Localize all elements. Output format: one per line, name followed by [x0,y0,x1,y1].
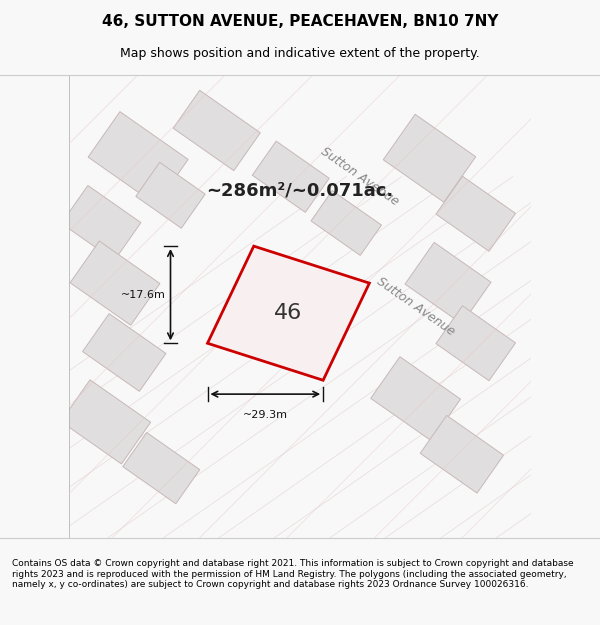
Text: Sutton Avenue: Sutton Avenue [374,274,457,338]
Text: ~17.6m: ~17.6m [121,290,166,299]
Polygon shape [436,176,515,251]
Polygon shape [70,241,160,325]
Polygon shape [136,162,205,228]
Polygon shape [61,186,141,261]
Polygon shape [405,242,491,324]
Polygon shape [252,141,329,212]
Polygon shape [436,306,515,381]
Polygon shape [173,91,260,171]
Polygon shape [88,112,188,205]
Text: Sutton Avenue: Sutton Avenue [319,145,401,209]
Polygon shape [83,314,166,391]
Polygon shape [371,357,461,441]
Polygon shape [311,191,382,256]
Text: Map shows position and indicative extent of the property.: Map shows position and indicative extent… [120,48,480,61]
Text: ~286m²/~0.071ac.: ~286m²/~0.071ac. [206,182,394,199]
Text: 46: 46 [274,303,302,323]
Polygon shape [61,380,151,464]
Polygon shape [383,114,476,202]
Polygon shape [208,246,370,380]
Polygon shape [123,432,200,504]
Text: 46, SUTTON AVENUE, PEACEHAVEN, BN10 7NY: 46, SUTTON AVENUE, PEACEHAVEN, BN10 7NY [102,14,498,29]
Polygon shape [420,416,503,493]
Text: ~29.3m: ~29.3m [243,410,288,420]
Text: Contains OS data © Crown copyright and database right 2021. This information is : Contains OS data © Crown copyright and d… [12,559,574,589]
